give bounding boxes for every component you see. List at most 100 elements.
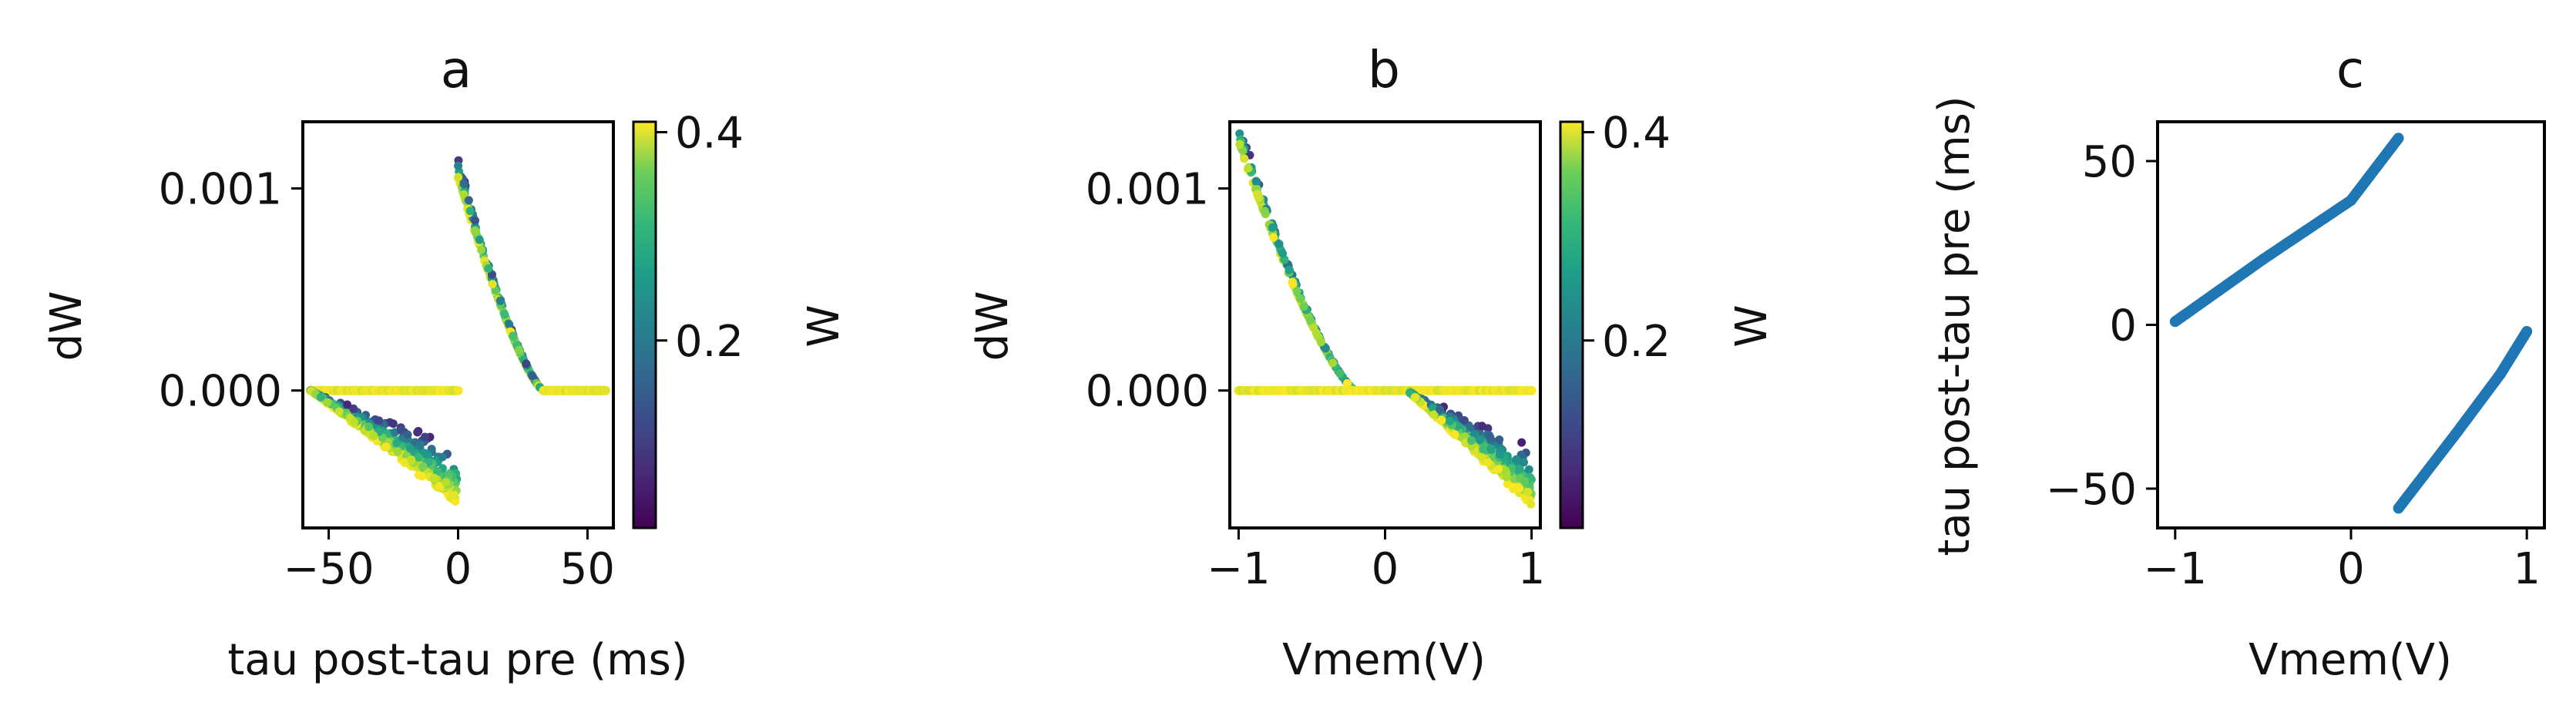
- colorbar-tick-label: 0.4: [675, 109, 744, 159]
- data-point: [1288, 277, 1297, 287]
- data-point: [374, 416, 384, 425]
- x-tick-label: 0: [445, 544, 472, 594]
- data-point: [369, 431, 378, 440]
- data-point: [1477, 422, 1486, 431]
- panel-b-colorbar-label: W: [1727, 304, 1777, 347]
- data-point: [1269, 233, 1278, 242]
- data-point: [407, 455, 416, 464]
- panel-c-ylabel: tau post-tau pre (ms): [1929, 96, 1980, 556]
- panel-c-axes: −1 0 1 −50 0 50: [2046, 137, 2541, 594]
- data-point: [459, 190, 469, 199]
- data-point: [500, 310, 509, 319]
- data-point: [1296, 294, 1305, 303]
- data-point: [1268, 223, 1277, 232]
- data-point: [1495, 450, 1504, 459]
- data-point: [1328, 358, 1338, 368]
- x-tick-label: 50: [560, 544, 615, 594]
- y-tick-label: 0: [2109, 301, 2137, 351]
- data-point: [1292, 287, 1301, 296]
- panel-a-colorbar-label: W: [799, 304, 849, 347]
- y-tick-label: 0.000: [1086, 367, 1209, 417]
- panel-a: a −50 0 50 0.000 0.001 tau post-tau pre (ms)…: [42, 40, 849, 685]
- data-point: [1285, 265, 1294, 274]
- data-point: [1515, 464, 1524, 473]
- panel-a-colorbar-ticks: 0.2 0.4: [656, 109, 744, 367]
- data-point: [459, 180, 469, 189]
- data-point: [600, 385, 610, 395]
- data-point: [438, 452, 447, 462]
- data-point: [1411, 393, 1420, 402]
- data-point: [488, 270, 496, 279]
- x-tick-label: 0: [1372, 544, 1399, 594]
- data-point: [1483, 458, 1493, 467]
- panel-b-points: [1234, 129, 1537, 509]
- y-tick-label: 0.001: [1086, 165, 1209, 215]
- data-point: [1429, 410, 1439, 419]
- data-point: [1251, 176, 1261, 186]
- data-point: [488, 280, 497, 289]
- data-point: [343, 400, 352, 409]
- data-point: [465, 207, 475, 216]
- data-point: [1260, 207, 1269, 216]
- data-point: [334, 407, 344, 416]
- panel-a-axes: −50 0 50 0.000 0.001: [159, 165, 615, 594]
- data-point: [1278, 249, 1287, 258]
- data-point: [1467, 436, 1476, 445]
- data-point: [2393, 133, 2404, 144]
- data-point: [1526, 499, 1536, 509]
- data-point: [323, 398, 332, 407]
- data-point: [403, 430, 412, 439]
- data-point: [418, 472, 427, 481]
- data-point: [475, 235, 484, 244]
- data-point: [514, 345, 523, 355]
- data-point: [414, 452, 423, 462]
- data-point: [421, 432, 429, 442]
- data-point: [1494, 465, 1503, 474]
- data-point: [453, 385, 463, 395]
- data-point: [1235, 139, 1244, 149]
- data-point: [1436, 405, 1445, 414]
- data-point: [1524, 465, 1533, 474]
- data-point: [433, 467, 442, 476]
- data-point: [1240, 154, 1249, 163]
- x-tick-label: −1: [2144, 544, 2208, 594]
- data-point: [1446, 416, 1455, 425]
- data-point: [1523, 487, 1533, 496]
- panel-b-ylabel: dW: [968, 291, 1018, 361]
- data-point: [1479, 445, 1488, 454]
- data-point: [317, 392, 326, 402]
- y-tick-label: 0.001: [159, 165, 282, 215]
- colorbar-tick-label: 0.2: [1602, 317, 1671, 367]
- data-point: [522, 359, 531, 368]
- panel-b: b −1 0 1 0.000 0.001 Vmem(V) dW 0.2 0.4 W: [968, 40, 1777, 685]
- data-point: [1526, 385, 1537, 395]
- data-point: [349, 418, 358, 426]
- panel-a-xlabel: tau post-tau pre (ms): [227, 635, 687, 685]
- x-tick-label: −1: [1207, 544, 1271, 594]
- data-point: [1316, 338, 1325, 347]
- data-point: [435, 482, 444, 491]
- data-point: [430, 473, 439, 482]
- data-point: [450, 491, 459, 499]
- data-point: [1244, 163, 1253, 173]
- data-point: [388, 419, 398, 429]
- data-point: [484, 264, 493, 273]
- colorbar-tick-label: 0.4: [1602, 109, 1671, 159]
- data-point: [1476, 452, 1486, 462]
- y-tick-label: −50: [2046, 465, 2137, 515]
- panel-a-title: a: [441, 40, 472, 99]
- data-point: [505, 320, 514, 329]
- data-point: [1486, 433, 1495, 442]
- x-tick-label: 1: [2513, 544, 2541, 594]
- y-tick-label: 0.000: [159, 367, 282, 417]
- x-tick-label: −50: [283, 544, 374, 594]
- data-point: [1486, 444, 1496, 453]
- data-point: [1429, 403, 1438, 412]
- data-point: [1450, 430, 1459, 439]
- data-point: [349, 404, 358, 413]
- data-point: [1517, 438, 1526, 447]
- data-point: [1299, 302, 1308, 311]
- data-point: [392, 439, 401, 448]
- panel-b-colorbar-ticks: 0.2 0.4: [1583, 109, 1671, 367]
